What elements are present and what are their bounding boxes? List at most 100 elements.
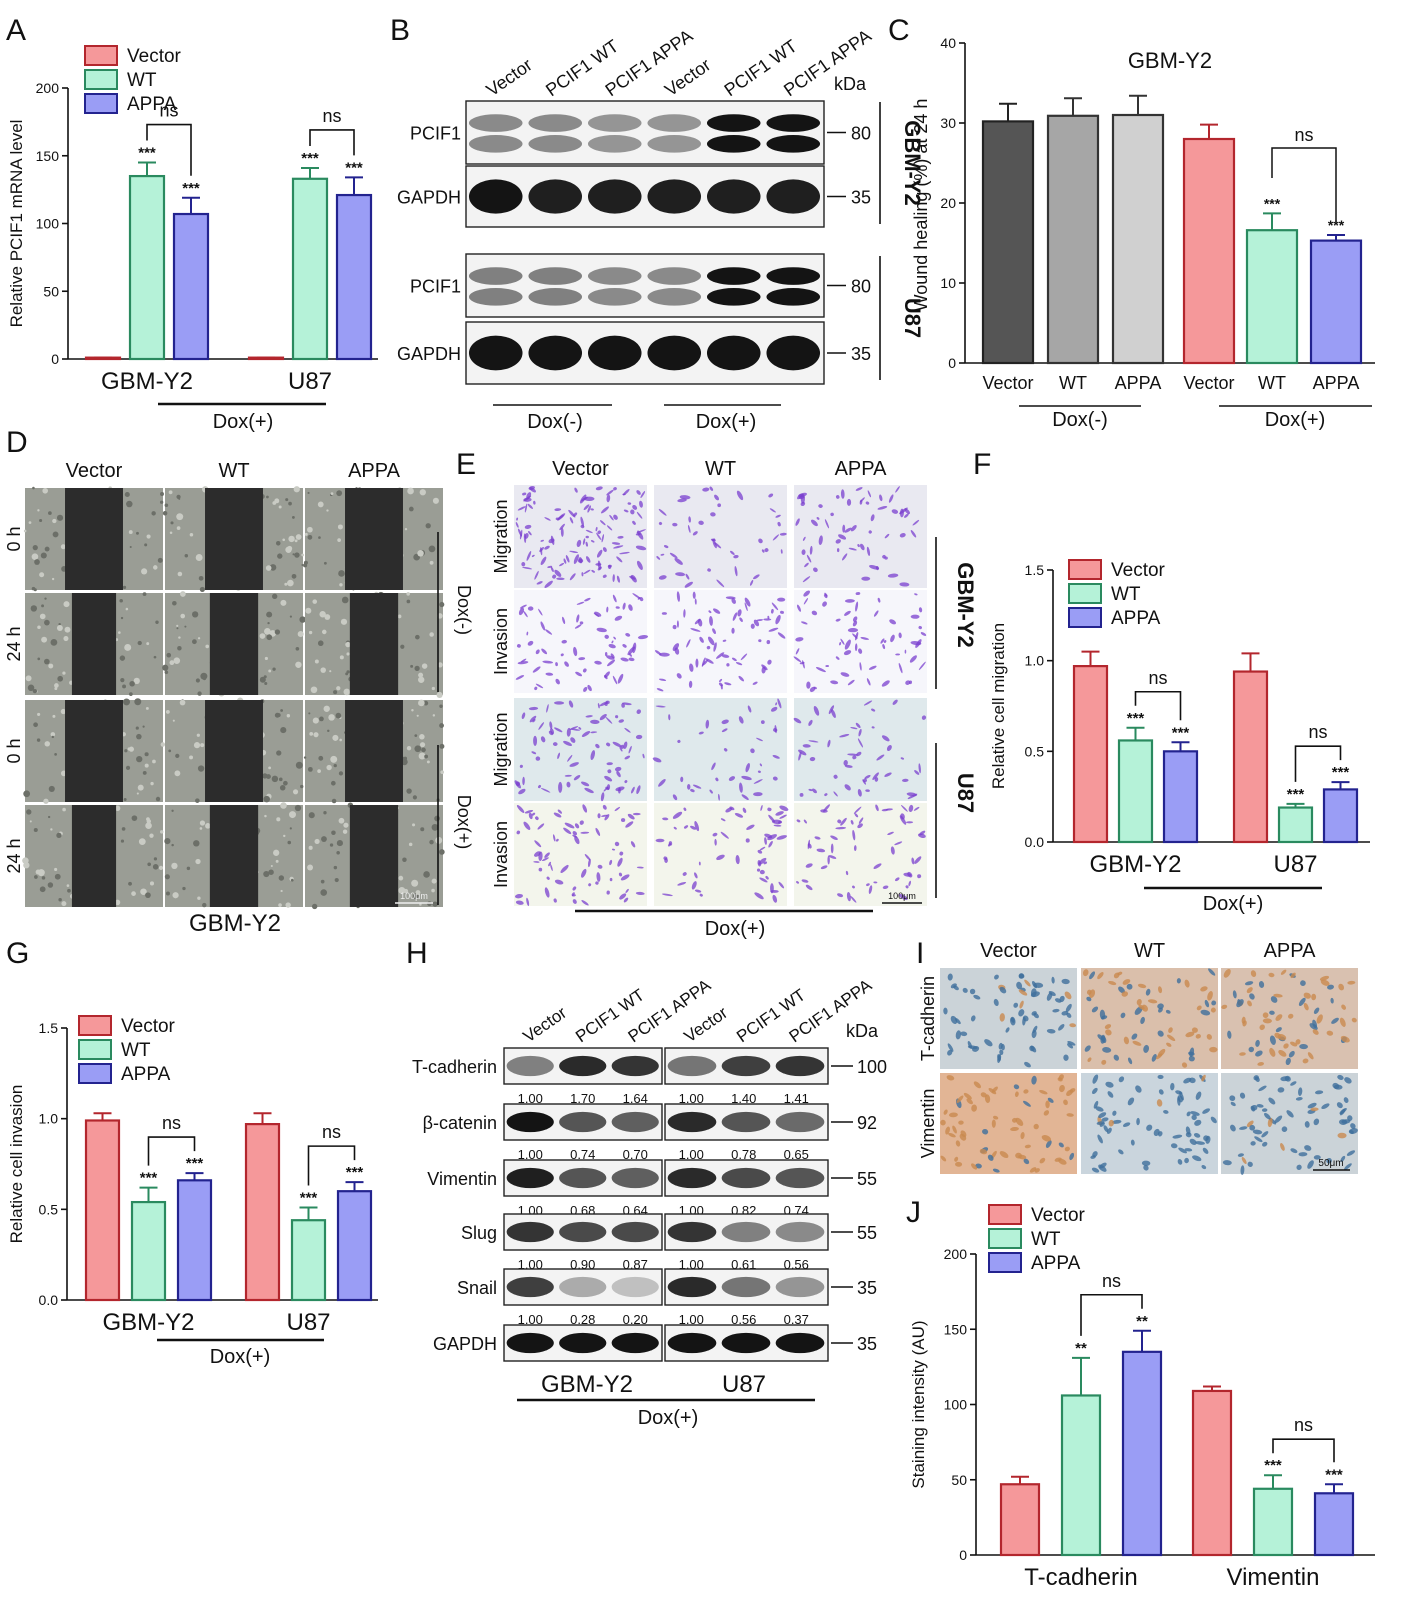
blot-row-0	[465, 100, 825, 165]
significance-marker: ***	[1287, 786, 1305, 803]
cell-speckle	[436, 691, 443, 699]
cell-speckle	[291, 516, 295, 519]
nucleus	[1012, 1117, 1018, 1123]
stained-cell	[771, 602, 779, 611]
cell-speckle	[283, 780, 288, 786]
cell-speckle	[136, 755, 143, 763]
cell-speckle	[285, 902, 291, 908]
stained-cell	[690, 788, 695, 793]
nucleus	[1101, 1117, 1109, 1122]
nucleus	[1157, 1030, 1164, 1037]
blot-row-1	[465, 165, 825, 228]
y-tick-label: 50	[951, 1472, 967, 1488]
stained-cell	[753, 619, 760, 627]
column-label: Vector	[980, 940, 1037, 962]
nucleus	[1145, 988, 1151, 996]
stained-cell	[772, 894, 778, 903]
cell-speckle	[434, 815, 440, 822]
bar-c-3	[1182, 137, 1236, 365]
cell-speckle	[205, 823, 211, 829]
cell-speckle	[63, 601, 70, 608]
quant-value: 1.00	[518, 1091, 543, 1106]
stained-cell	[580, 516, 584, 527]
ns-bracket: ns	[1294, 722, 1342, 782]
blot-row-right-3	[664, 1213, 829, 1251]
x-category-label: Vector	[1183, 373, 1234, 393]
stained-cell	[692, 531, 698, 536]
cell-speckle	[159, 500, 164, 504]
stained-cell	[844, 599, 855, 603]
blot-membrane	[465, 253, 825, 318]
micrograph-bg	[654, 590, 787, 693]
ns-bracket: ns	[1134, 668, 1182, 721]
micrograph-bg	[794, 590, 927, 693]
panel-f-chart: VectorWTAPPA0.00.51.01.5******nsGBM-Y2**…	[989, 559, 1370, 915]
stained-cell	[526, 551, 532, 561]
nucleus	[1303, 992, 1311, 999]
cell-speckle	[51, 577, 55, 581]
stained-cell	[574, 487, 578, 493]
cell-speckle	[131, 891, 136, 896]
stained-cell	[605, 716, 613, 724]
cell-speckle	[193, 840, 200, 847]
stained-cell	[538, 867, 543, 872]
y-tick-label: 0	[948, 355, 956, 371]
stained-cell	[630, 841, 636, 848]
nucleus	[1066, 1012, 1072, 1018]
cell-speckle	[144, 752, 149, 757]
nucleus	[1330, 997, 1334, 1004]
cell-label: U87	[953, 773, 978, 813]
stained-cell	[859, 543, 865, 551]
cell-speckle	[301, 563, 304, 567]
nucleus	[1103, 1125, 1109, 1132]
cell-speckle	[411, 879, 419, 887]
nucleus	[1121, 991, 1129, 997]
stained-cell	[526, 492, 532, 500]
stained-cell	[867, 490, 872, 498]
cell-speckle	[432, 901, 438, 907]
cell-speckle	[62, 807, 66, 812]
stained-cell	[611, 640, 614, 644]
nucleus	[1172, 1134, 1183, 1139]
panel-letter-a: A	[6, 14, 26, 47]
stained-cell	[519, 529, 523, 540]
cell-speckle	[341, 596, 349, 604]
stained-cell	[884, 533, 890, 539]
bar-gbm-y2-appa	[172, 212, 210, 361]
caption-label: GBM-Y2	[189, 910, 281, 937]
nucleus	[1316, 1014, 1323, 1024]
cell-speckle	[25, 675, 32, 682]
stained-cell	[599, 713, 607, 721]
cell-speckle	[425, 523, 431, 529]
quant-value: 0.90	[570, 1257, 595, 1272]
cell-speckle	[297, 631, 304, 638]
nucleus	[1207, 991, 1213, 1001]
nucleus	[1307, 1160, 1314, 1169]
stained-cell	[687, 783, 691, 790]
cell-speckle	[50, 828, 53, 831]
significance-marker: ***	[1332, 764, 1350, 781]
bar-c-1	[1046, 114, 1100, 365]
cell-speckle	[142, 725, 145, 728]
nucleus	[1249, 993, 1255, 1000]
stained-cell	[873, 863, 882, 869]
micrograph-d	[162, 591, 306, 697]
quant-value: 1.40	[731, 1091, 756, 1106]
group-label: Dox(-)	[527, 411, 583, 433]
nucleus	[1102, 1047, 1112, 1053]
stained-cell	[779, 532, 787, 536]
cell-speckle	[155, 796, 161, 802]
cell-speckle	[169, 660, 175, 666]
stained-cell	[712, 832, 718, 837]
cell-speckle	[67, 888, 71, 893]
nucleus	[1185, 1031, 1195, 1038]
group-label: Dox(-)	[1052, 409, 1108, 431]
nucleus	[971, 1163, 978, 1170]
stained-cell	[733, 554, 739, 559]
cell-speckle	[308, 712, 311, 715]
blot-band	[706, 114, 761, 132]
significance-marker: ***	[301, 150, 319, 167]
panel-letter-h: H	[406, 937, 428, 970]
blot-band	[611, 1332, 659, 1354]
cell-speckle	[200, 743, 205, 748]
